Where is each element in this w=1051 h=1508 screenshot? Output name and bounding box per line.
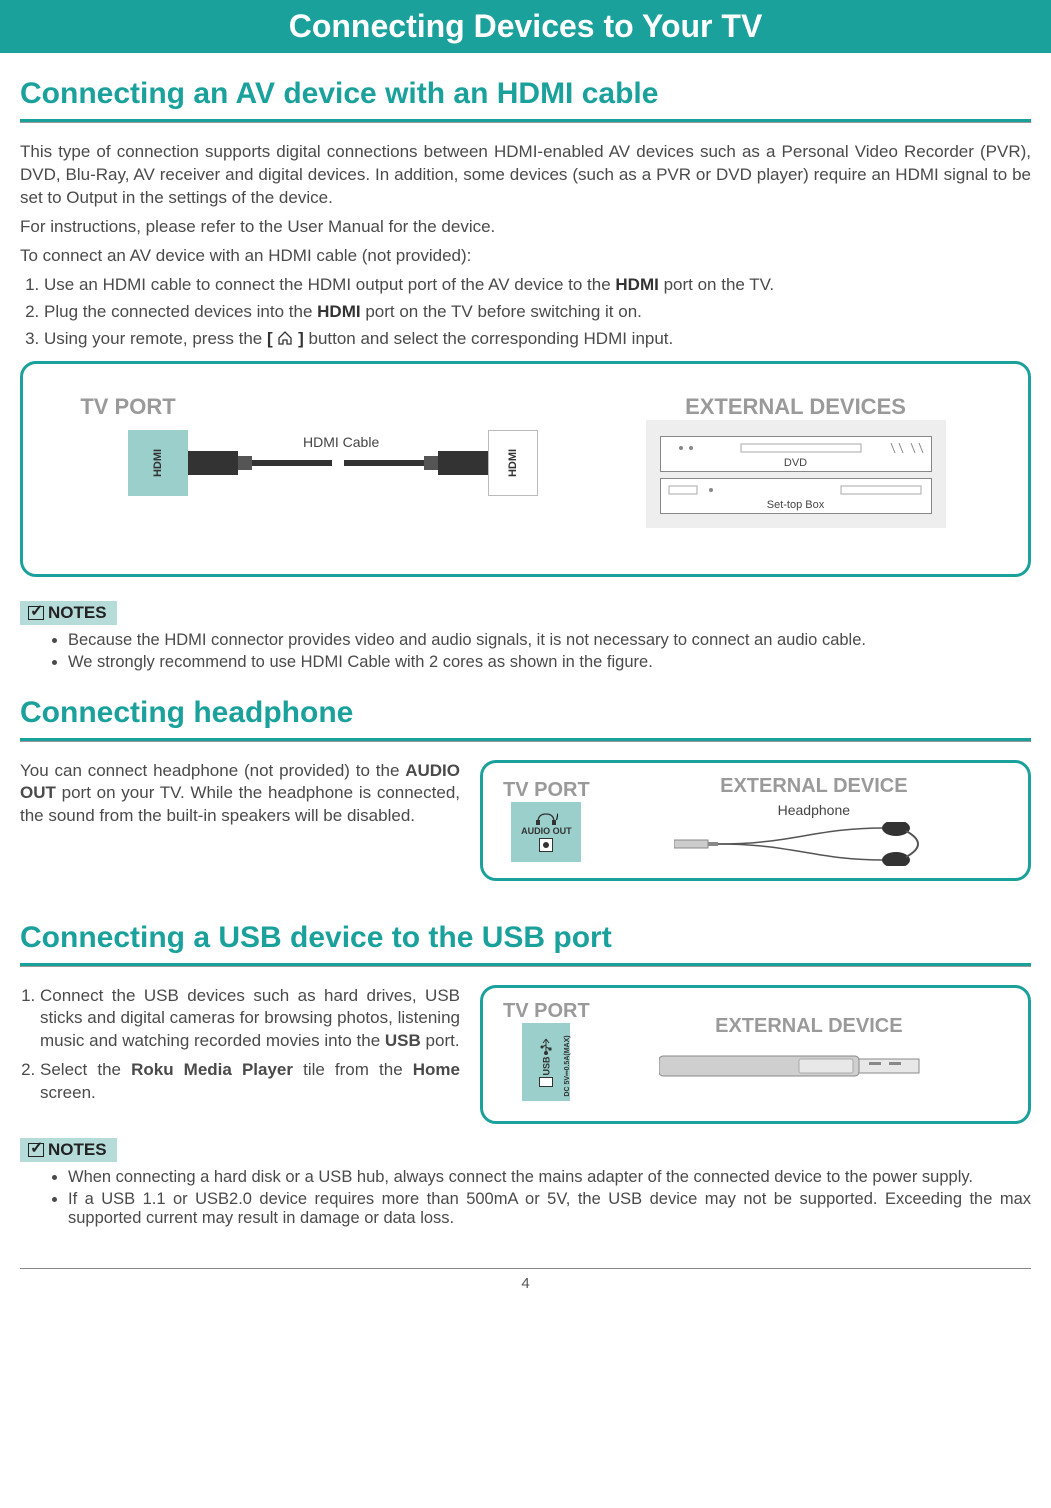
set-top-box-device: Set-top Box [660, 478, 932, 514]
usb-step-1: Connect the USB devices such as hard dri… [40, 985, 460, 1054]
svg-text:/: / [556, 812, 558, 822]
hdmi-body: This type of connection supports digital… [20, 141, 1031, 351]
usb-stick-icon [659, 1046, 959, 1086]
external-devices-box: DVD Set-top Box [646, 420, 946, 528]
usb-trident-icon [539, 1037, 553, 1055]
usb-port: USB DC 5V⎓0.5A(MAX) [522, 1023, 570, 1101]
hdmi-step-3: Using your remote, press the [ ] button … [44, 328, 1031, 351]
page-number: 4 [0, 1275, 1051, 1292]
hdmi-line2: For instructions, please refer to the Us… [20, 216, 1031, 239]
hdmi-notes-list: Because the HDMI connector provides vide… [50, 631, 1031, 672]
hdmi-step-2: Plug the connected devices into the HDMI… [44, 301, 1031, 324]
usb-step-2: Select the Roku Media Player tile from t… [40, 1059, 460, 1105]
external-devices-label: EXTERNAL DEVICES [685, 394, 906, 420]
hdmi-diagram: TV PORT HDMI [20, 361, 1031, 577]
external-device-label: EXTERNAL DEVICE [715, 1015, 902, 1038]
hdmi-line3: To connect an AV device with an HDMI cab… [20, 245, 1031, 268]
hdmi-note-2: We strongly recommend to use HDMI Cable … [68, 653, 1031, 672]
usb-spec-label: DC 5V⎓0.5A(MAX) [564, 1035, 572, 1096]
headphone-jack-icon: / [534, 812, 558, 826]
banner-title: Connecting Devices to Your TV [289, 8, 763, 44]
page-banner: Connecting Devices to Your TV [0, 0, 1051, 53]
section-title-headphone: Connecting headphone [20, 696, 1031, 730]
divider [20, 119, 1031, 123]
hdmi-port-device: HDMI [488, 430, 538, 496]
usb-notes-list: When connecting a hard disk or a USB hub… [50, 1168, 1031, 1228]
hdmi-cable-label: HDMI Cable [303, 434, 379, 450]
home-icon [277, 329, 293, 343]
headphone-label: Headphone [778, 802, 850, 818]
hdmi-note-1: Because the HDMI connector provides vide… [68, 631, 1031, 650]
divider [20, 738, 1031, 742]
usb-note-2: If a USB 1.1 or USB2.0 device requires m… [68, 1190, 1031, 1228]
section-title-hdmi: Connecting an AV device with an HDMI cab… [20, 77, 1031, 111]
tv-port-label: TV PORT [503, 1000, 590, 1023]
headphone-text: You can connect headphone (not provided)… [20, 760, 460, 829]
usb-text: Connect the USB devices such as hard dri… [20, 985, 460, 1106]
usb-diagram: TV PORT USB DC 5V⎓0.5A(MAX) EXTERNAL DEV… [480, 985, 1031, 1124]
hdmi-port-tv: HDMI [128, 430, 188, 496]
external-device-label: EXTERNAL DEVICE [720, 775, 907, 798]
notes-badge-usb: NOTES [20, 1138, 117, 1162]
tv-port-label: TV PORT [503, 779, 590, 802]
hdmi-intro: This type of connection supports digital… [20, 141, 1031, 210]
hdmi-step-1: Use an HDMI cable to connect the HDMI ou… [44, 274, 1031, 297]
check-icon [28, 606, 44, 620]
page: Connecting Devices to Your TV Connecting… [0, 0, 1051, 1322]
tv-port-label: TV PORT [63, 394, 193, 420]
check-icon [28, 1143, 44, 1157]
section-title-usb: Connecting a USB device to the USB port [20, 921, 1031, 955]
notes-badge-hdmi: NOTES [20, 601, 117, 625]
footer-divider [20, 1268, 1031, 1269]
hdmi-steps: Use an HDMI cable to connect the HDMI ou… [20, 274, 1031, 351]
usb-note-1: When connecting a hard disk or a USB hub… [68, 1168, 1031, 1187]
audio-out-port: / AUDIO OUT [511, 802, 581, 862]
divider [20, 963, 1031, 967]
dvd-device: DVD [660, 436, 932, 472]
headphone-icon [674, 822, 954, 866]
headphone-diagram: TV PORT / AUDIO OUT EXTERNAL DEVICE Head… [480, 760, 1031, 881]
